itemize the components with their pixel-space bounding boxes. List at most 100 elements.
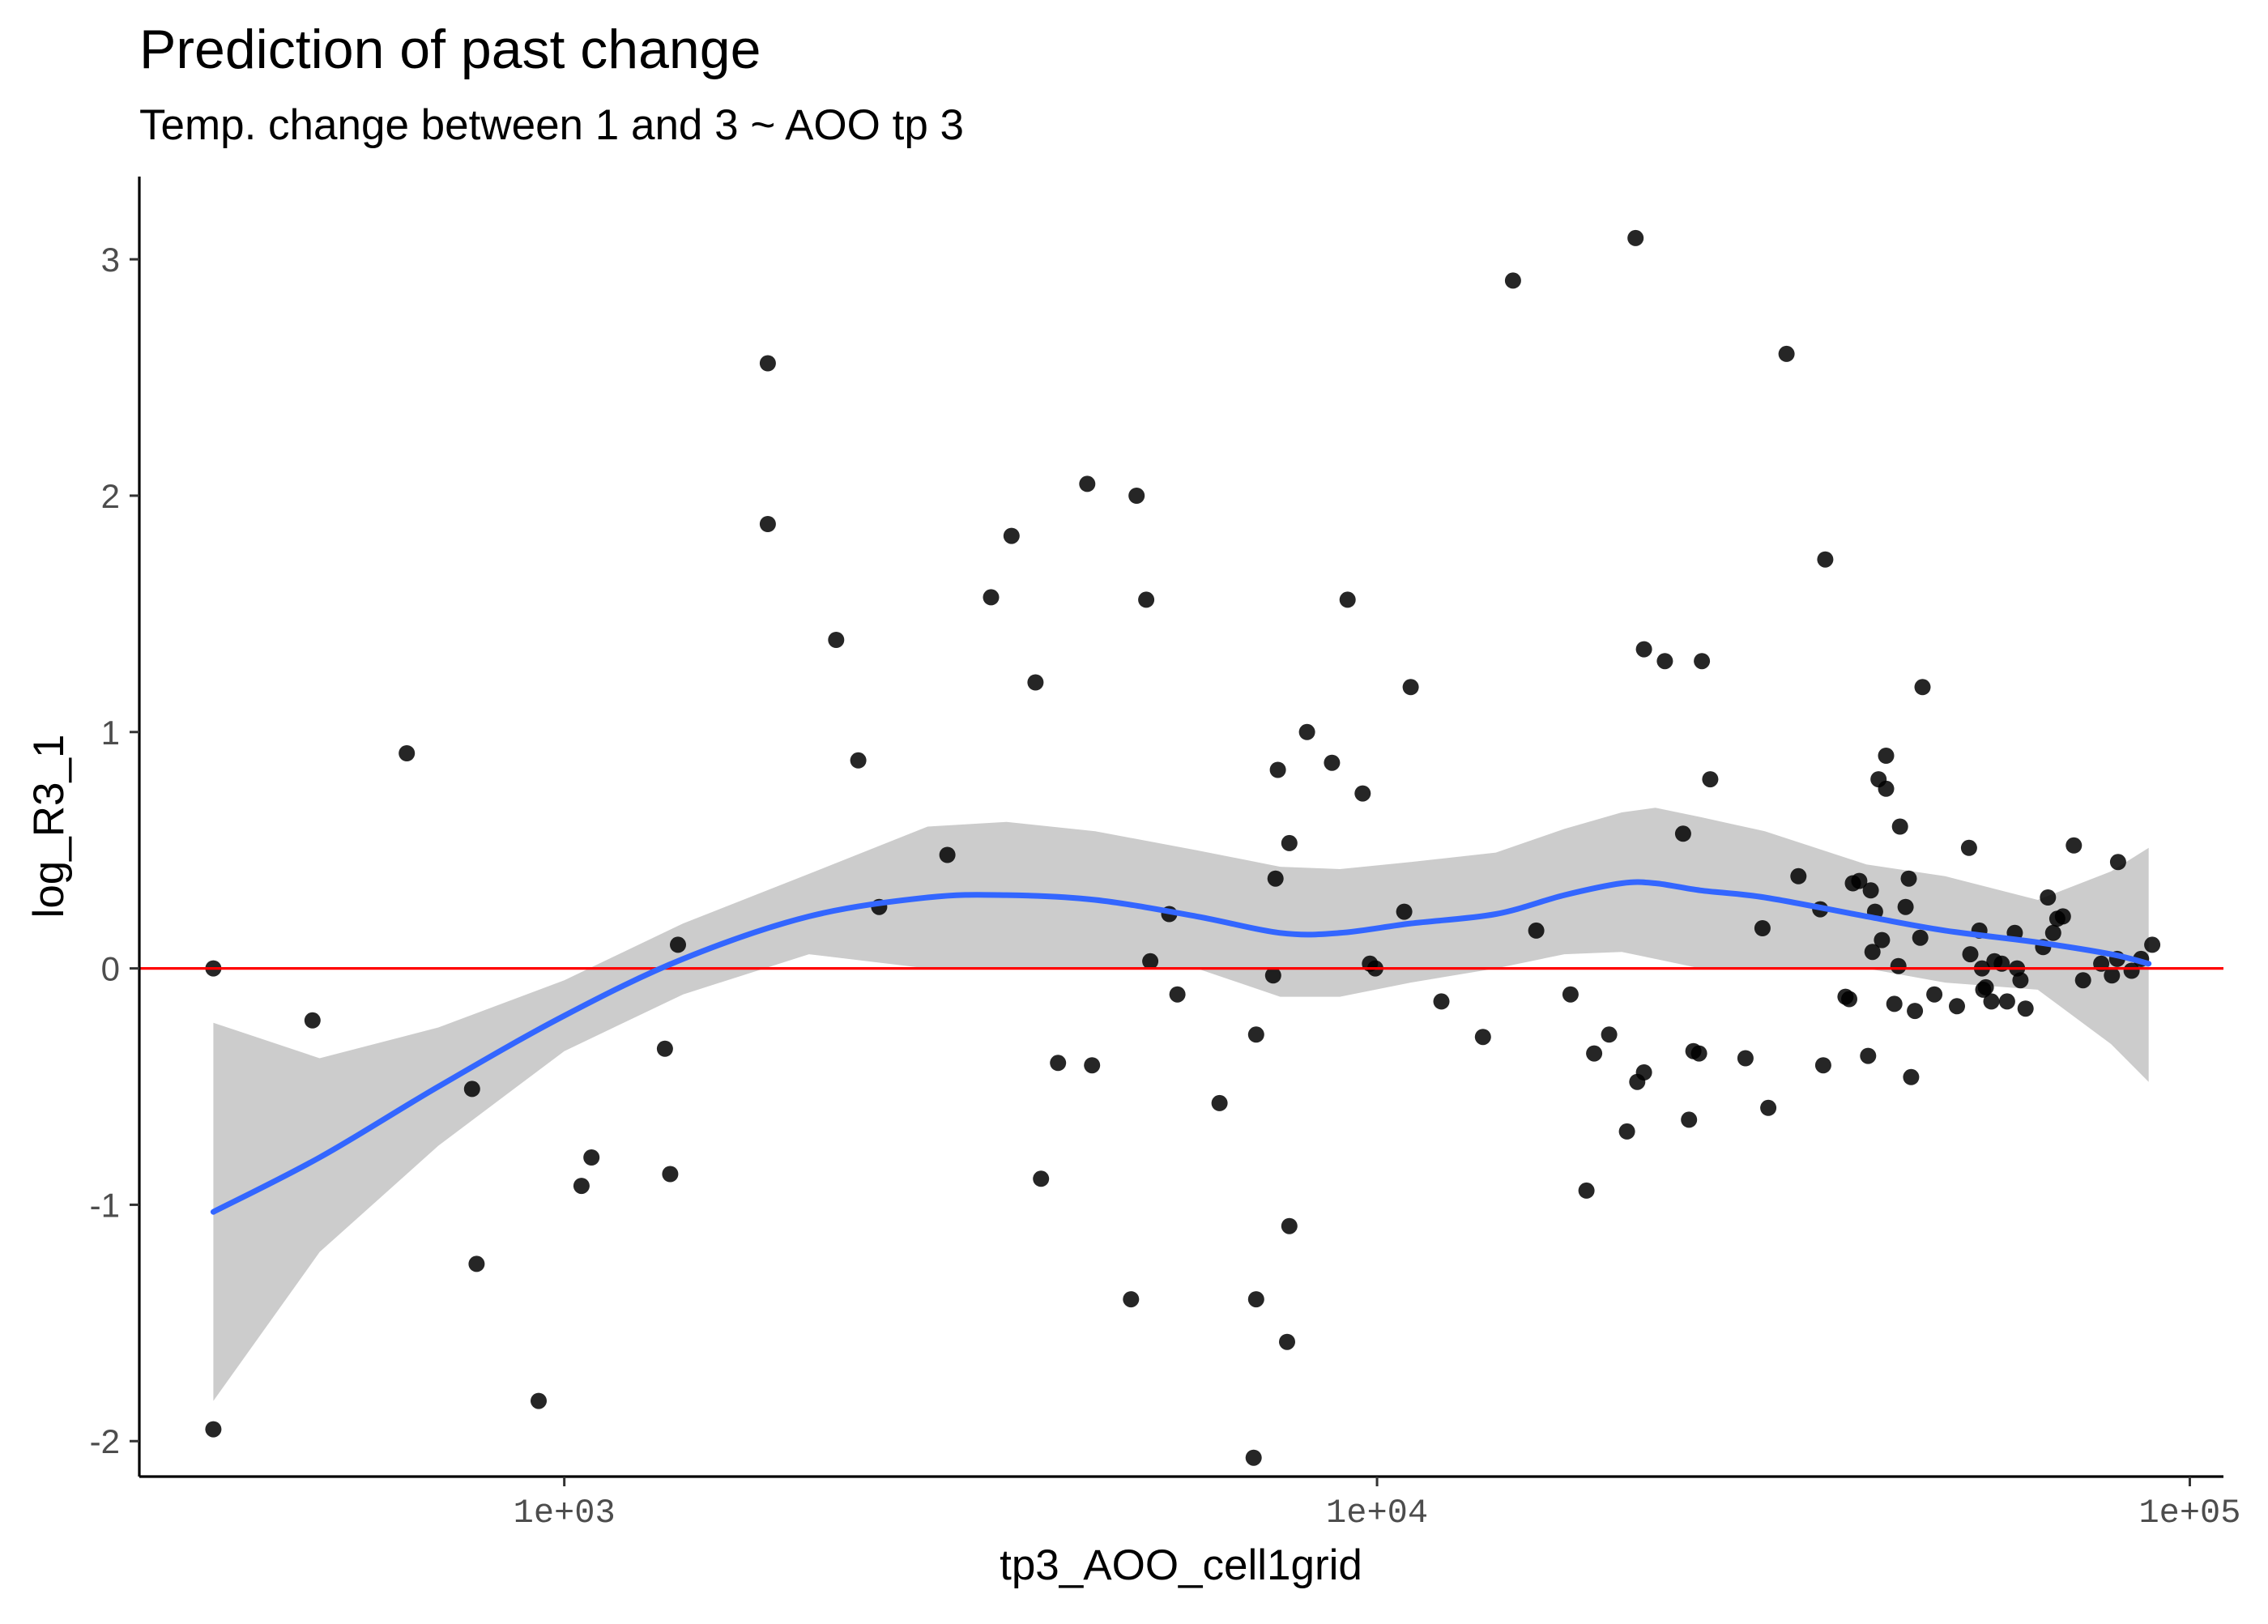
data-point: [1586, 1045, 1603, 1062]
data-point: [1891, 818, 1908, 835]
smooth-line-layer: [210, 879, 2152, 1215]
data-point: [1900, 870, 1917, 887]
data-point: [1890, 957, 1907, 974]
data-point: [1897, 898, 1914, 915]
data-point: [1402, 679, 1419, 696]
data-point: [670, 936, 686, 953]
points-layer: [205, 229, 2161, 1466]
data-point: [1528, 922, 1545, 939]
data-point: [1267, 870, 1284, 887]
data-point: [463, 1081, 480, 1098]
data-point: [1926, 986, 1943, 1003]
data-point: [1864, 944, 1881, 961]
confidence-ribbon-layer: [213, 808, 2149, 1401]
data-point: [1702, 771, 1719, 788]
data-point: [2144, 936, 2161, 953]
y-tick-label: 2: [101, 477, 120, 515]
data-point: [2012, 972, 2029, 989]
data-point: [1694, 653, 1711, 670]
data-point: [1050, 1055, 1067, 1072]
data-point: [1324, 754, 1341, 771]
data-point: [1903, 1068, 1920, 1085]
data-point: [2040, 889, 2057, 906]
data-point: [656, 1040, 673, 1057]
data-point: [2104, 967, 2121, 984]
data-point: [2123, 962, 2140, 979]
data-point: [1674, 825, 1691, 842]
data-point: [1851, 872, 1868, 889]
data-point: [1914, 679, 1931, 696]
data-point: [2017, 1000, 2034, 1017]
data-point: [1983, 993, 2000, 1010]
data-point: [1878, 780, 1895, 797]
data-point: [662, 1166, 679, 1183]
data-point: [983, 589, 1000, 606]
data-point: [1142, 953, 1159, 970]
data-point: [1635, 1064, 1652, 1081]
data-point: [1635, 641, 1652, 658]
y-tick-label: -2: [90, 1422, 120, 1460]
data-point: [1841, 991, 1857, 1008]
data-point: [1814, 1057, 1831, 1074]
data-point: [1977, 978, 1994, 995]
data-point: [1962, 946, 1979, 963]
data-point: [1912, 929, 1929, 946]
data-point: [939, 846, 956, 863]
y-tick-label: 0: [101, 950, 120, 988]
chart-subtitle: Temp. change between 1 and 3 ~ AOO tp 3: [139, 101, 964, 149]
data-point: [1790, 867, 1807, 884]
data-point: [1298, 723, 1315, 740]
data-point: [1247, 1026, 1264, 1043]
data-point: [2066, 837, 2083, 854]
data-point: [1245, 1449, 1262, 1466]
data-point: [1817, 551, 1834, 568]
data-point: [1339, 591, 1356, 608]
x-tick-label: 1e+05: [2138, 1494, 2240, 1532]
data-point: [1474, 1029, 1491, 1046]
data-point: [2074, 972, 2091, 989]
data-point: [1886, 995, 1903, 1012]
data-point: [1247, 1291, 1264, 1308]
data-point: [1874, 931, 1891, 948]
y-tick-label: 1: [101, 714, 120, 752]
data-point: [828, 632, 845, 648]
data-point: [1123, 1291, 1140, 1308]
x-axis-title: tp3_AOO_cell1grid: [1000, 1541, 1362, 1589]
data-point: [1578, 1182, 1595, 1199]
data-point: [573, 1178, 590, 1195]
data-point: [1003, 527, 1020, 544]
data-point: [1504, 272, 1521, 289]
data-point: [2044, 924, 2061, 941]
data-point: [1562, 986, 1579, 1003]
data-point: [304, 1012, 321, 1029]
data-point: [1907, 1003, 1924, 1020]
y-ticks: -2 -1 0 1 2 3: [90, 241, 139, 1460]
y-axis-title: log_R3_1: [25, 735, 73, 919]
data-point: [759, 516, 776, 532]
data-point: [1079, 475, 1096, 492]
data-point: [1737, 1050, 1754, 1067]
data-point: [1396, 903, 1413, 920]
data-point: [1998, 993, 2015, 1010]
data-point: [850, 752, 867, 769]
data-point: [1264, 967, 1281, 984]
data-point: [1281, 1217, 1298, 1234]
data-point: [1601, 1026, 1618, 1043]
y-tick-label: 3: [101, 241, 120, 279]
data-point: [2054, 908, 2071, 925]
x-tick-label: 1e+03: [514, 1494, 616, 1532]
data-point: [1084, 1057, 1101, 1074]
data-point: [1960, 839, 1977, 856]
chart-title: Prediction of past change: [139, 19, 761, 80]
data-point: [399, 745, 416, 761]
data-point: [1169, 986, 1186, 1003]
x-ticks: 1e+03 1e+04 1e+05: [514, 1477, 2240, 1532]
data-point: [1138, 591, 1155, 608]
data-point: [1279, 1333, 1295, 1350]
data-point: [205, 1421, 222, 1438]
data-point: [1681, 1111, 1698, 1128]
data-point: [1754, 920, 1771, 936]
data-point: [1778, 345, 1795, 362]
data-point: [1211, 1094, 1228, 1111]
data-point: [1656, 653, 1673, 670]
